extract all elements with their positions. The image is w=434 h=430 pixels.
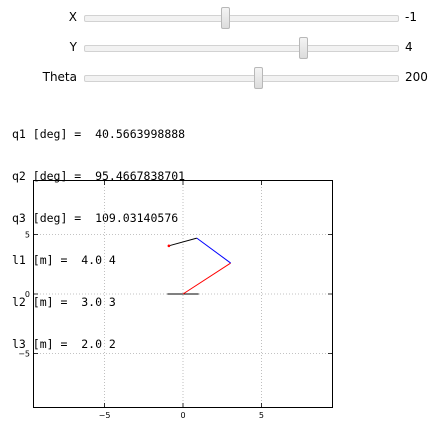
end-effector-markers xyxy=(167,244,171,248)
slider-y-row: Y 4 xyxy=(0,36,434,60)
x-tick-label: −5 xyxy=(99,411,111,420)
end-effector-point xyxy=(167,244,171,248)
readout-q2: q2 [deg] = 95.4667838701 xyxy=(12,169,186,183)
plot-frame xyxy=(33,180,333,408)
readout-q3: q3 [deg] = 109.03140576 xyxy=(12,211,179,225)
slider-theta-handle[interactable] xyxy=(253,67,263,89)
x-tick-label: 5 xyxy=(259,411,264,420)
arm-plot: −5 0 5 −5 0 5 xyxy=(18,180,333,420)
slider-x-label: X xyxy=(68,10,77,24)
arm-link-line xyxy=(168,237,197,247)
slider-x-value: -1 xyxy=(405,10,417,24)
slider-y-value: 4 xyxy=(405,40,413,54)
y-tick-label: 0 xyxy=(25,290,30,299)
slider-x-row: X -1 xyxy=(0,6,434,30)
readout-l1: l1 [m] = 4.0 4 xyxy=(12,253,116,267)
slider-y-track[interactable] xyxy=(84,37,399,59)
slider-theta-value: 200 xyxy=(405,70,428,84)
readout-l2: l2 [m] = 3.0 3 xyxy=(12,295,116,309)
arm-link-line xyxy=(182,262,231,295)
slider-theta-row: Theta 200 xyxy=(0,66,434,90)
slider-theta-track[interactable] xyxy=(84,67,399,89)
axis-ticks: −5 0 5 −5 0 5 xyxy=(18,181,332,420)
slider-y-handle[interactable] xyxy=(299,37,309,59)
slider-x-track[interactable] xyxy=(84,7,399,29)
y-tick-label: 5 xyxy=(25,231,30,240)
slider-theta-label: Theta xyxy=(42,70,77,84)
x-tick-label: 0 xyxy=(180,411,185,420)
slider-y-label: Y xyxy=(69,40,77,54)
arm-links xyxy=(167,237,231,295)
joint-readout: q1 [deg] = 40.5663998888 q2 [deg] = 95.4… xyxy=(12,99,185,365)
y-tick-label: −5 xyxy=(18,349,30,358)
arm-link-line xyxy=(196,237,231,264)
slider-x-handle[interactable] xyxy=(220,7,230,29)
readout-q1: q1 [deg] = 40.5663998888 xyxy=(12,127,186,141)
readout-l3: l3 [m] = 2.0 2 xyxy=(12,337,116,351)
